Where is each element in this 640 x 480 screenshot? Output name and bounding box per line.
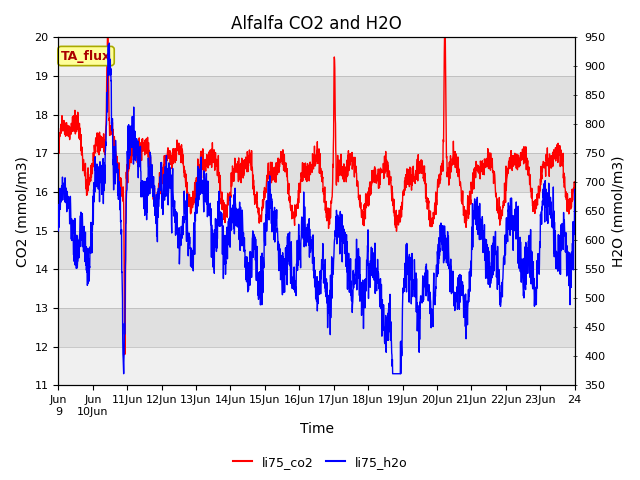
Text: TA_flux: TA_flux bbox=[61, 49, 111, 62]
Legend: li75_co2, li75_h2o: li75_co2, li75_h2o bbox=[228, 451, 412, 474]
Bar bbox=[58, 192, 575, 231]
Bar bbox=[58, 347, 575, 385]
Bar bbox=[58, 37, 575, 76]
Bar bbox=[58, 115, 575, 153]
Y-axis label: CO2 (mmol/m3): CO2 (mmol/m3) bbox=[15, 156, 29, 267]
X-axis label: Time: Time bbox=[300, 422, 333, 436]
Y-axis label: H2O (mmol/m3): H2O (mmol/m3) bbox=[611, 156, 625, 267]
Bar bbox=[58, 269, 575, 308]
Title: Alfalfa CO2 and H2O: Alfalfa CO2 and H2O bbox=[231, 15, 402, 33]
